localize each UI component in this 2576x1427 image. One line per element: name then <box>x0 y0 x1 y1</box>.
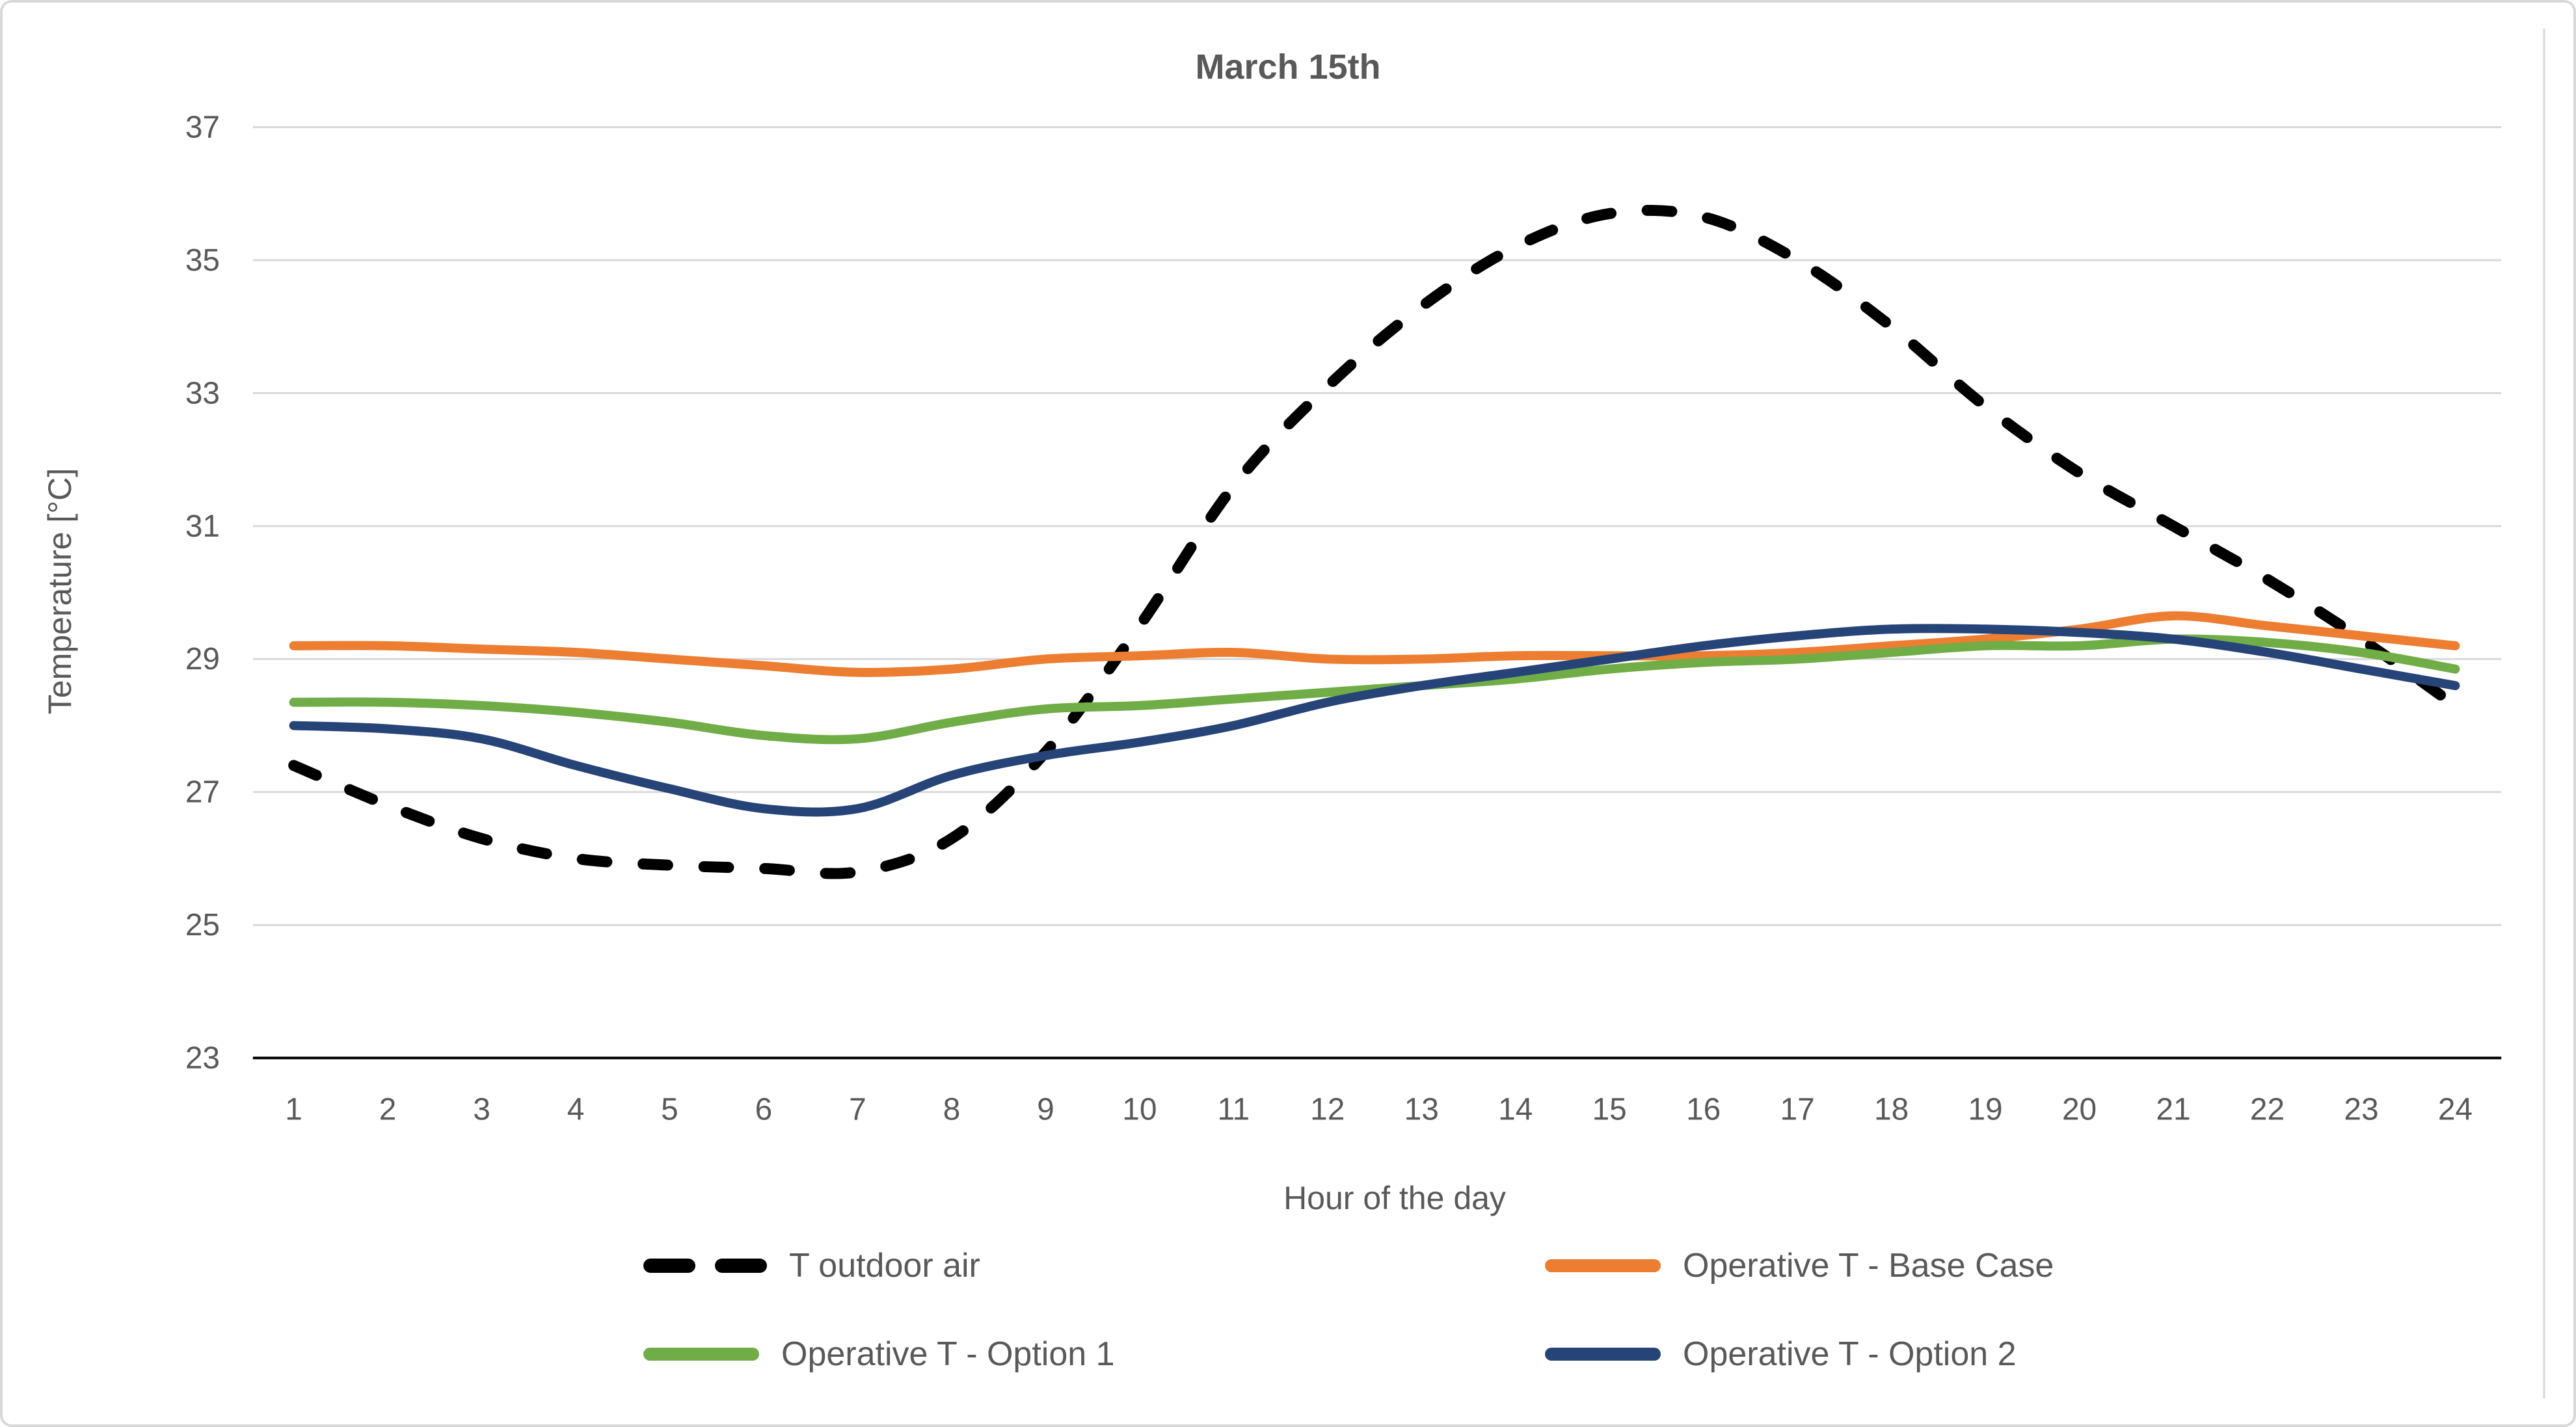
y-tick-label: 25 <box>185 908 220 942</box>
x-tick-label: 14 <box>1498 1093 1533 1127</box>
x-tick-label: 12 <box>1310 1093 1345 1127</box>
x-tick-label: 16 <box>1686 1093 1721 1127</box>
legend-swatch-icon <box>1545 1348 1661 1361</box>
series-line-t-outdoor-air <box>288 204 2461 879</box>
y-tick-label: 23 <box>185 1041 220 1076</box>
x-tick-label: 22 <box>2250 1093 2285 1127</box>
series-line-operative-t-base-case <box>289 611 2460 677</box>
x-tick-label: 3 <box>473 1093 490 1127</box>
x-tick-label: 18 <box>1874 1093 1909 1127</box>
legend-label: Operative T - Base Case <box>1683 1247 2054 1285</box>
x-tick-label: 19 <box>1968 1093 2002 1127</box>
legend-label: T outdoor air <box>789 1247 980 1285</box>
y-axis-title: Temperature [°C] <box>42 468 78 715</box>
x-tick-label: 6 <box>755 1093 773 1127</box>
legend-item-option-1: Operative T - Option 1 <box>643 1335 1115 1374</box>
legend-item-outdoor-air: T outdoor air <box>643 1246 980 1285</box>
legend-swatch-dashed-icon <box>643 1259 767 1273</box>
x-tick-label: 15 <box>1592 1093 1627 1127</box>
chart-title: March 15th <box>1195 47 1381 87</box>
x-tick-label: 7 <box>849 1093 866 1127</box>
y-tick-label: 27 <box>185 775 220 810</box>
y-tick-label: 31 <box>185 509 220 544</box>
x-tick-label: 4 <box>567 1093 585 1127</box>
x-tick-label: 5 <box>661 1093 678 1127</box>
y-tick-label: 37 <box>185 110 220 144</box>
x-tick-label: 9 <box>1037 1093 1054 1127</box>
x-tick-label: 8 <box>943 1093 961 1127</box>
x-tick-label: 17 <box>1780 1093 1815 1127</box>
legend-label: Operative T - Option 1 <box>781 1335 1115 1373</box>
x-tick-label: 13 <box>1404 1093 1439 1127</box>
x-tick-label: 21 <box>2156 1093 2190 1127</box>
legend-label: Operative T - Option 2 <box>1683 1335 2017 1373</box>
series-line-operative-t-option-2 <box>289 624 2460 817</box>
legend-item-base-case: Operative T - Base Case <box>1545 1246 2054 1285</box>
legend-item-option-2: Operative T - Option 2 <box>1545 1335 2017 1374</box>
legend-dash-segment-icon <box>715 1259 767 1273</box>
x-tick-label: 23 <box>2344 1093 2378 1127</box>
x-tick-label: 2 <box>379 1093 397 1127</box>
x-tick-label: 11 <box>1217 1093 1250 1127</box>
y-tick-label: 33 <box>185 376 220 410</box>
x-tick-label: 20 <box>2062 1093 2097 1127</box>
legend-swatch-icon <box>1545 1259 1661 1272</box>
x-tick-label: 10 <box>1122 1093 1157 1127</box>
y-tick-label: 29 <box>185 642 220 676</box>
legend-swatch-icon <box>643 1348 759 1361</box>
x-tick-label: 24 <box>2438 1093 2473 1127</box>
legend-dash-segment-icon <box>643 1259 695 1273</box>
x-axis-title: Hour of the day <box>1283 1180 1506 1216</box>
y-tick-label: 35 <box>185 243 220 278</box>
x-tick-label: 1 <box>285 1093 302 1127</box>
